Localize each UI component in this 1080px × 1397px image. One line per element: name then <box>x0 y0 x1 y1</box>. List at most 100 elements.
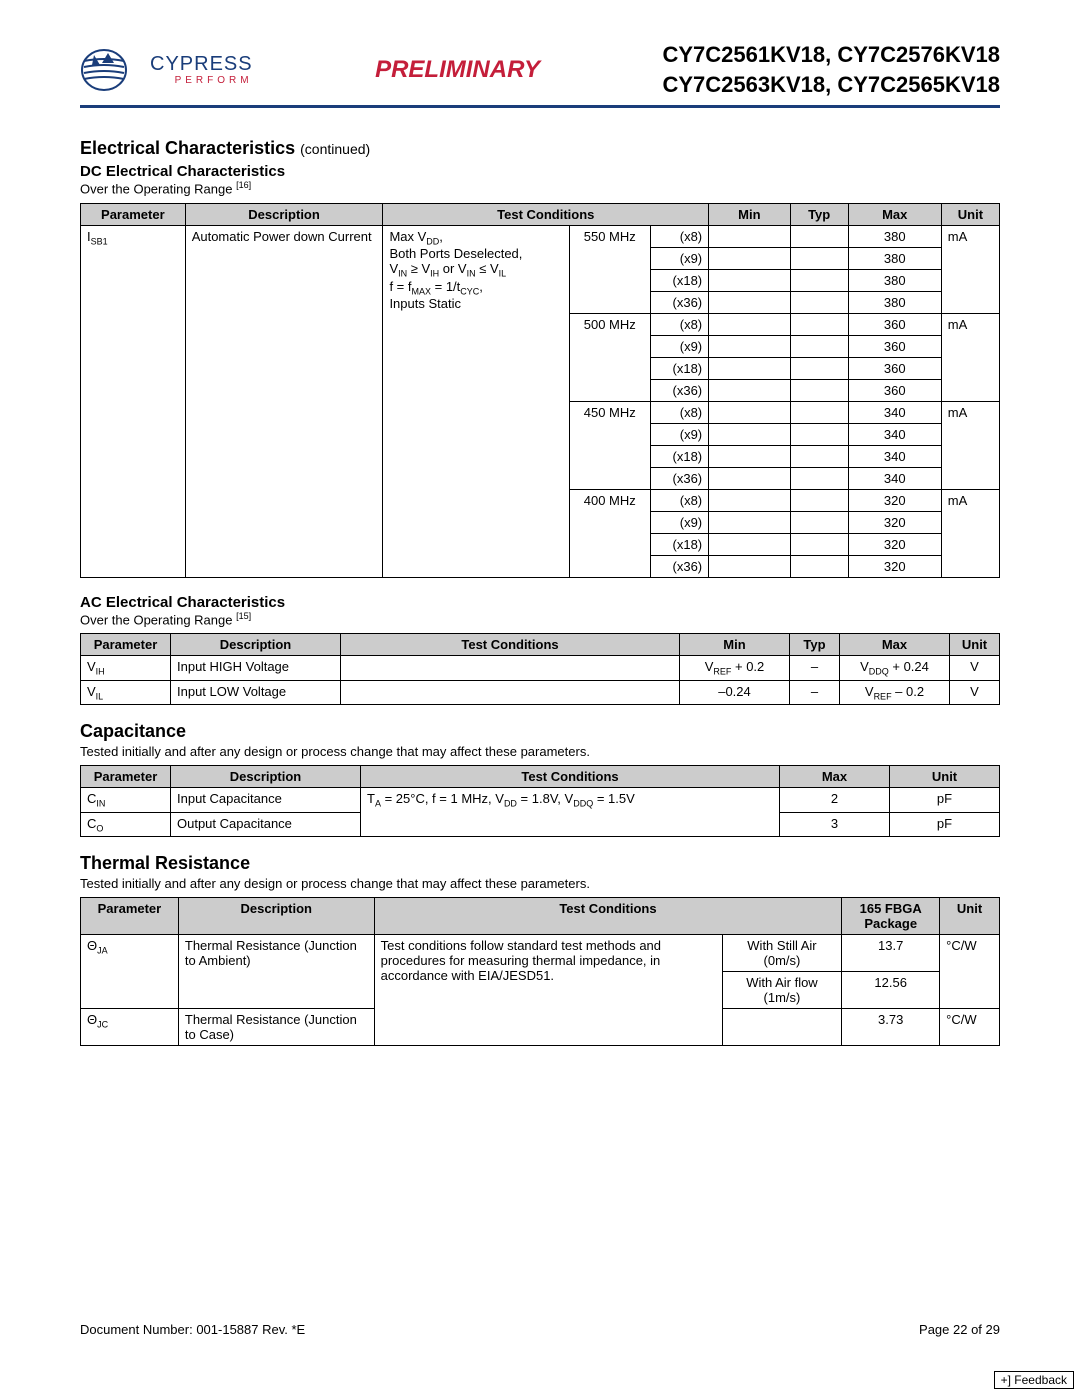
capacitance-table: ParameterDescriptionTest ConditionsMaxUn… <box>80 765 1000 837</box>
dc-unit: mA <box>941 313 999 401</box>
ac-subtitle: AC Electrical Characteristics <box>80 594 1000 611</box>
dc-max: 340 <box>848 445 941 467</box>
dc-mult: (x9) <box>650 335 708 357</box>
cap-unit: pF <box>890 812 1000 837</box>
ac-desc: Input HIGH Voltage <box>171 656 341 681</box>
dc-unit: mA <box>941 401 999 489</box>
dc-typ <box>790 555 848 577</box>
dc-mult: (x18) <box>650 269 708 291</box>
ac-cond <box>341 680 680 705</box>
th-unit: °C/W <box>940 1009 1000 1046</box>
dc-min <box>709 489 790 511</box>
dc-typ <box>790 335 848 357</box>
dc-min <box>709 247 790 269</box>
dc-typ <box>790 511 848 533</box>
dc-mult: (x8) <box>650 401 708 423</box>
ac-param: VIL <box>81 680 171 705</box>
capacitance-title: Capacitance <box>80 721 1000 742</box>
dc-unit: mA <box>941 489 999 577</box>
dc-max: 380 <box>848 269 941 291</box>
page-header: CYPRESS PERFORM PRELIMINARY CY7C2561KV18… <box>80 40 1000 108</box>
page-footer: Document Number: 001-15887 Rev. *E Page … <box>80 1322 1000 1337</box>
dc-typ <box>790 533 848 555</box>
dc-max: 380 <box>848 291 941 313</box>
dc-typ <box>790 489 848 511</box>
dc-typ <box>790 225 848 247</box>
dc-mult: (x9) <box>650 423 708 445</box>
ac-max: VDDQ + 0.24 <box>840 656 950 681</box>
dc-note: Over the Operating Range [16] <box>80 180 1000 196</box>
parts-line-2: CY7C2563KV18, CY7C2565KV18 <box>662 70 1000 100</box>
logo-brand-text: CYPRESS <box>150 54 253 74</box>
ac-typ: – <box>790 656 840 681</box>
dc-mult: (x9) <box>650 247 708 269</box>
dc-max: 340 <box>848 467 941 489</box>
dc-min <box>709 379 790 401</box>
dc-mult: (x18) <box>650 533 708 555</box>
cap-param: CO <box>81 812 171 837</box>
th-val: 12.56 <box>842 972 940 1009</box>
dc-mult: (x8) <box>650 313 708 335</box>
doc-number: Document Number: 001-15887 Rev. *E <box>80 1322 305 1337</box>
dc-max: 360 <box>848 335 941 357</box>
dc-min <box>709 313 790 335</box>
part-numbers: CY7C2561KV18, CY7C2576KV18 CY7C2563KV18,… <box>662 40 1000 99</box>
ac-unit: V <box>950 680 1000 705</box>
dc-typ <box>790 291 848 313</box>
dc-typ <box>790 247 848 269</box>
dc-mult: (x18) <box>650 357 708 379</box>
continued-label: (continued) <box>300 141 370 157</box>
ac-typ: – <box>790 680 840 705</box>
preliminary-label: PRELIMINARY <box>375 56 540 84</box>
th-val: 3.73 <box>842 1009 940 1046</box>
th-val: 13.7 <box>842 935 940 972</box>
ac-cond <box>341 656 680 681</box>
cap-param: CIN <box>81 788 171 813</box>
page-number: Page 22 of 29 <box>919 1322 1000 1337</box>
dc-typ <box>790 269 848 291</box>
dc-max: 380 <box>848 247 941 269</box>
dc-typ <box>790 357 848 379</box>
th-env <box>722 1009 842 1046</box>
thermal-table: ParameterDescriptionTest Conditions165 F… <box>80 897 1000 1046</box>
cap-cond: TA = 25°C, f = 1 MHz, VDD = 1.8V, VDDQ =… <box>361 788 780 837</box>
dc-min <box>709 467 790 489</box>
sec1-title-text: Electrical Characteristics <box>80 138 295 158</box>
dc-mult: (x36) <box>650 291 708 313</box>
dc-freq: 500 MHz <box>569 313 650 401</box>
dc-max: 320 <box>848 533 941 555</box>
dc-note-ref: [16] <box>236 180 251 190</box>
dc-min <box>709 401 790 423</box>
dc-max: 360 <box>848 313 941 335</box>
thermal-title: Thermal Resistance <box>80 853 1000 874</box>
ac-min: –0.24 <box>680 680 790 705</box>
dc-conditions: Max VDD,Both Ports Deselected,VIN ≥ VIH … <box>383 225 569 577</box>
feedback-button[interactable]: +] Feedback <box>994 1371 1074 1389</box>
dc-freq: 550 MHz <box>569 225 650 313</box>
dc-table: ParameterDescriptionTest ConditionsMinTy… <box>80 203 1000 578</box>
dc-max: 360 <box>848 379 941 401</box>
th-desc: Thermal Resistance (Junction to Ambient) <box>178 935 374 1009</box>
th-desc: Thermal Resistance (Junction to Case) <box>178 1009 374 1046</box>
cap-max: 3 <box>780 812 890 837</box>
dc-param: ISB1 <box>81 225 186 577</box>
dc-typ <box>790 467 848 489</box>
dc-max: 340 <box>848 423 941 445</box>
cap-max: 2 <box>780 788 890 813</box>
dc-min <box>709 445 790 467</box>
th-param: ΘJC <box>81 1009 179 1046</box>
ac-unit: V <box>950 656 1000 681</box>
dc-min <box>709 357 790 379</box>
dc-typ <box>790 445 848 467</box>
ac-desc: Input LOW Voltage <box>171 680 341 705</box>
capacitance-note: Tested initially and after any design or… <box>80 744 1000 759</box>
electrical-char-title: Electrical Characteristics (continued) <box>80 138 1000 159</box>
cap-desc: Output Capacitance <box>171 812 361 837</box>
dc-desc: Automatic Power down Current <box>185 225 383 577</box>
th-env: With Air flow (1m/s) <box>722 972 842 1009</box>
ac-min: VREF + 0.2 <box>680 656 790 681</box>
dc-mult: (x8) <box>650 489 708 511</box>
dc-min <box>709 225 790 247</box>
dc-max: 320 <box>848 511 941 533</box>
logo-tagline-text: PERFORM <box>150 76 253 86</box>
